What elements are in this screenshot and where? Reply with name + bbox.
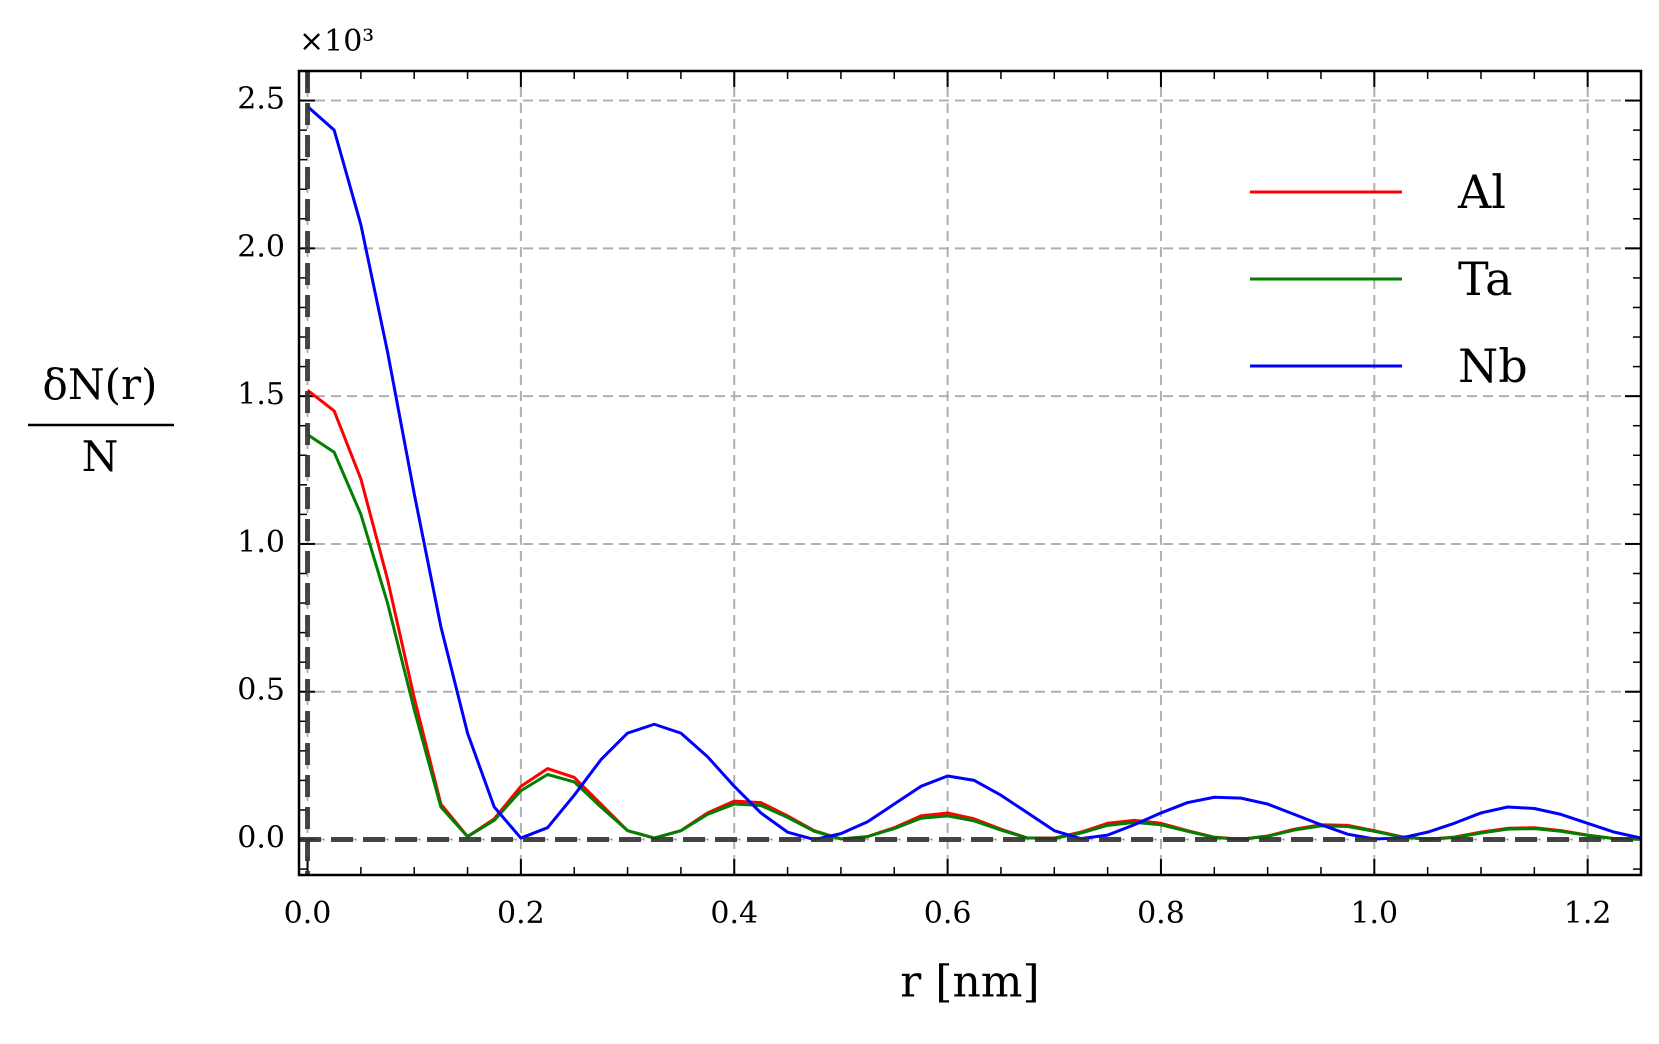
series-line [306,389,1642,841]
plot-frame [297,69,1643,877]
legend-label: Ta [1458,252,1513,306]
legend-label: Al [1457,165,1506,219]
y-tick-label: 2.0 [237,229,285,264]
y-tick-label: 2.5 [237,82,285,117]
x-label: r [nm] [900,957,1039,1008]
y-tick-label: 1.0 [237,525,285,560]
y-tick-label: 1.5 [237,377,285,412]
x-tick-label: 0.6 [924,896,972,931]
y-tick-label: 0.5 [237,673,285,708]
y-tick-label: 0.0 [237,821,285,856]
legend-label: Nb [1458,339,1528,393]
y-offset-text: ×10³ [299,24,374,59]
x-tick-label: 0.8 [1137,896,1185,931]
x-tick-label: 0.2 [497,896,545,931]
x-tick-label: 0.0 [284,896,332,931]
x-tick-label: 0.4 [710,896,758,931]
y-label-numerator: δN(r) [43,360,158,409]
x-tick-label: 1.0 [1350,896,1398,931]
y-label-denominator: N [82,432,119,481]
series-line [306,433,1642,841]
series-line [306,105,1642,842]
x-tick-label: 1.2 [1564,896,1612,931]
